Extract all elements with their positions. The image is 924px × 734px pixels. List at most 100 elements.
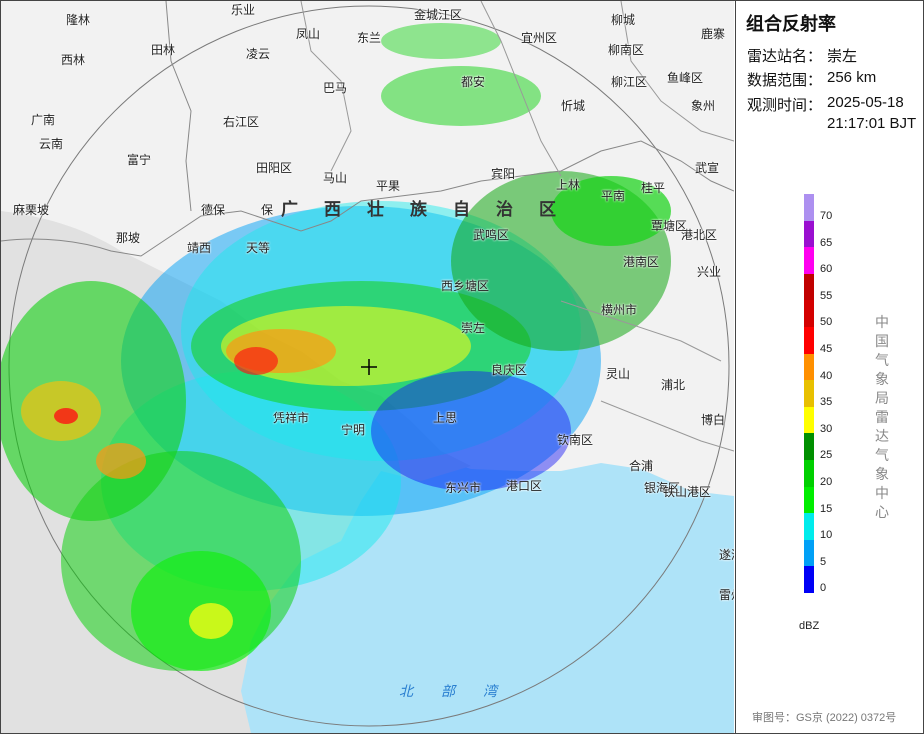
legend-tick-label: 0 [820,582,827,595]
place-label: 云南 [39,137,64,151]
place-label: 东兰 [357,31,382,45]
legend-unit: dBZ [799,620,820,632]
legend-tick-label: 40 [820,369,833,382]
place-label: 忻城 [561,99,586,113]
place-label: 上林 [556,178,581,192]
legend-tick-label: 45 [820,343,833,355]
place-label: 鱼峰区 [667,71,704,85]
place-label: 宾阳 [491,167,516,181]
legend-swatch [804,353,814,381]
place-label: 钦南区 [557,433,594,447]
place-label: 乐业 [231,3,256,17]
radar-site-marker [361,359,377,375]
place-label: 平南 [601,189,626,203]
place-label: 柳城 [611,13,636,27]
legend-tick-label: 25 [820,449,833,462]
organization-label: 中国气象局雷达气象中心 [875,314,889,520]
place-label: 西林 [61,53,86,67]
place-label: 良庆区 [491,363,528,377]
place-label: 象州 [691,99,716,113]
place-label: 覃塘区 [651,219,688,233]
place-label: 武宣 [695,161,720,175]
place-label: 保 [261,203,274,217]
legend-swatch [804,539,814,567]
place-label: 马山 [323,171,348,185]
place-label: 广南 [31,113,56,127]
province-border [1,140,734,257]
place-label: 上思 [433,411,458,425]
place-label: 那坡 [116,231,141,245]
legend-swatch [804,406,814,434]
place-label: 港口区 [506,479,543,493]
sea-label: 北部湾 [399,683,525,699]
place-label: 灵山 [606,367,631,381]
legend-swatch [804,380,814,408]
place-label: 金城江区 [414,8,463,22]
place-label: 都安 [461,75,486,89]
info-time-label: 观测时间： [747,97,823,114]
place-label: 武鸣区 [473,228,510,242]
place-label: 隆林 [66,13,91,27]
info-panel: 组合反射率 雷达站名： 崇左 数据范围： 256 km 观测时间： 2025-0… [735,1,923,733]
place-label: 港北区 [681,228,718,242]
place-label: 巴马 [323,81,348,95]
place-label: 横州市 [601,303,638,317]
place-label: 港南区 [623,255,660,269]
product-title: 组合反射率 [746,14,836,34]
info-range: 数据范围： 256 km [747,69,876,90]
place-label: 麻栗坡 [13,203,50,217]
radar-map-graphics [1,1,734,733]
place-label: 银海区 [644,481,681,495]
legend-swatch [804,327,814,355]
radar-map[interactable]: 广西壮族自治区 北部湾 隆林 乐业 金城江区 柳城 鹿寨 西林 田林 凌云 凤山 东兰 宜州区 柳南区… [1,1,734,733]
legend-tick-label: 50 [820,316,833,329]
place-label: 鹿寨 [701,27,726,41]
place-label: 宜州区 [521,31,558,45]
info-time-date: 2025-05-18 [827,94,904,111]
place-label: 宁明 [341,423,366,437]
legend-tick-label: 65 [820,236,833,249]
legend-swatch [804,194,814,222]
legend-swatch [804,486,814,514]
info-station-value: 崇左 [827,48,858,65]
place-label: 雷州 [719,588,734,602]
legend-tick-label: 20 [820,476,833,488]
place-label: 富宁 [127,153,152,167]
place-label: 德保 [201,203,226,217]
place-label: 田阳区 [256,161,293,175]
info-time: 观测时间： 2025-05-18 [747,94,904,115]
info-station: 雷达站名： 崇左 [747,45,857,66]
place-label: 平果 [376,179,401,193]
info-station-label: 雷达站名： [747,48,823,65]
place-label: 合浦 [629,459,654,473]
legend-swatch [804,460,814,488]
place-label: 西乡塘区 [441,279,490,293]
place-label: 右江区 [223,115,260,129]
legend-swatch [804,247,814,275]
place-label: 兴业 [697,265,722,279]
place-label: 遂溪 [719,548,734,562]
place-label: 铁山港区 [663,485,712,499]
legend-swatch [804,566,814,594]
place-label: 柳南区 [608,43,645,57]
legend-swatch [804,220,814,248]
legend-tick-label: 70 [820,210,833,222]
region-label: 广西壮族自治区 [281,200,582,219]
place-label: 凤山 [296,27,321,41]
place-label: 桂平 [641,181,666,195]
place-label: 靖西 [187,241,212,255]
info-range-value: 256 km [827,69,877,86]
place-label: 崇左 [461,321,486,335]
place-label: 柳江区 [611,75,648,89]
legend-tick-label: 15 [820,502,833,515]
legend-tick-label: 10 [820,529,833,542]
legend-tick-label: 55 [820,289,833,302]
legend-swatch [804,300,814,328]
place-label: 天等 [246,241,271,255]
legend-tick-label: 30 [820,422,833,435]
legend-tick-label: 35 [820,396,833,409]
place-label: 凌云 [246,47,271,61]
place-label: 浦北 [661,378,686,392]
info-range-label: 数据范围： [747,72,823,89]
